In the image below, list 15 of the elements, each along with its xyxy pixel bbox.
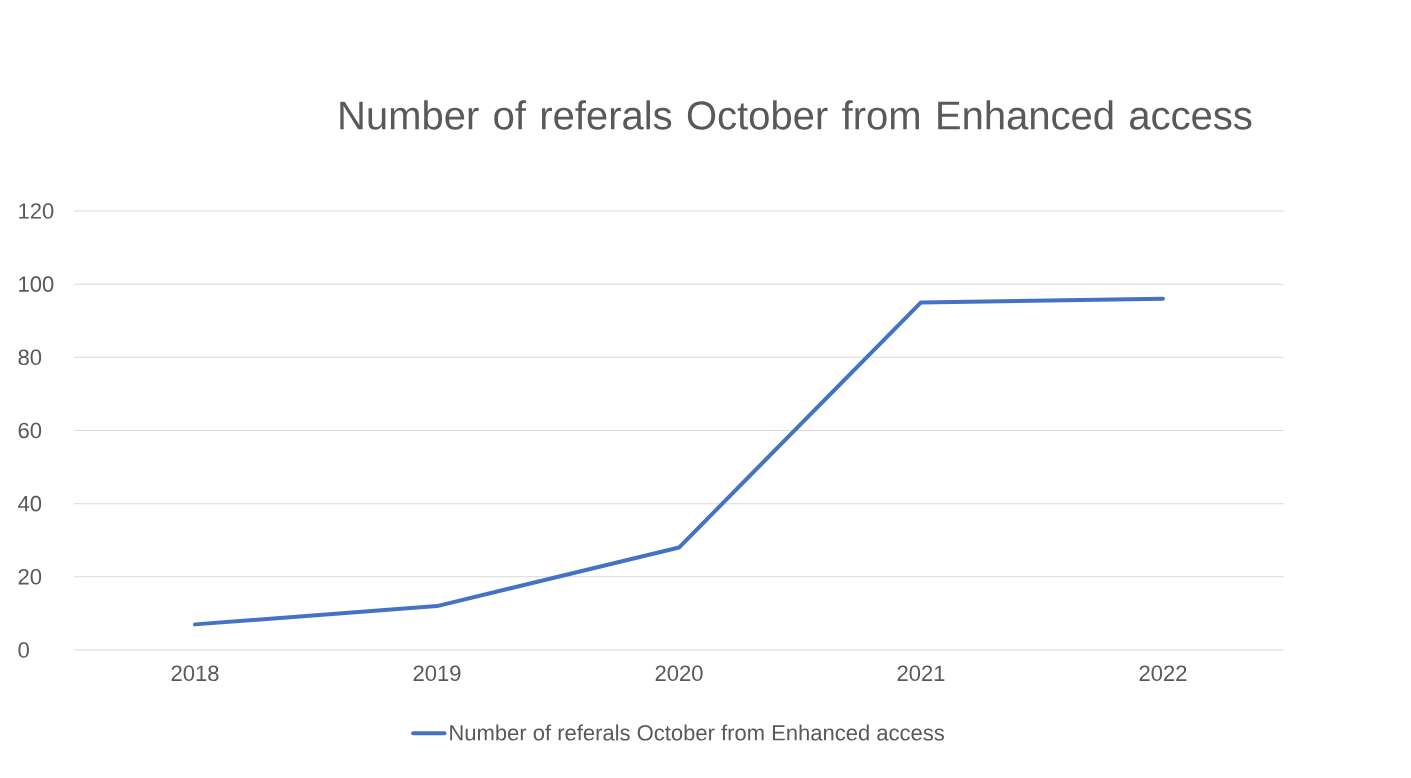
x-tick-label: 2018 (171, 665, 219, 682)
x-tick-label: 2019 (413, 665, 461, 682)
x-tick-label: 2020 (655, 665, 703, 682)
y-tick-label: 0 (18, 642, 29, 658)
y-tick-label: 100 (19, 276, 54, 292)
y-tick-label: 80 (18, 349, 42, 366)
y-tick-label: 40 (18, 495, 42, 512)
legend-label: Number of referals October from Enhanced access (450, 724, 944, 741)
y-tick-label: 20 (18, 569, 42, 585)
x-tick-label: 2021 (897, 665, 945, 682)
line-series (193, 296, 1165, 627)
y-tick-label: 120 (19, 203, 54, 219)
x-tick-label: 2022 (1139, 665, 1187, 682)
y-tick-label: 60 (18, 422, 42, 439)
chart-title: Number of referals October from Enhanced access (340, 100, 1252, 130)
